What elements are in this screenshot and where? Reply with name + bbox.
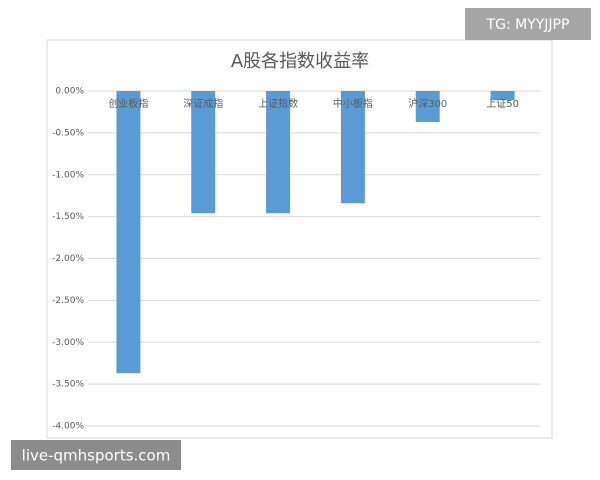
y-tick-label: -1.00%	[52, 170, 84, 180]
x-tick-label: 创业板指	[108, 97, 148, 110]
x-tick-label: 中小板指	[333, 97, 373, 110]
bar	[415, 91, 440, 122]
bar	[266, 91, 291, 214]
x-tick-label: 沪深300	[408, 97, 447, 110]
y-tick-label: -2.00%	[52, 254, 84, 264]
y-tick-label: -3.00%	[52, 338, 84, 348]
chart-title: A股各指数收益率	[231, 51, 369, 72]
y-tick-label: -1.50%	[52, 212, 84, 222]
x-tick-label: 上证指数	[258, 97, 298, 110]
watermark: TG: MYYJJPP	[486, 17, 570, 33]
y-tick-label: -4.00%	[52, 422, 84, 432]
y-tick-label: 0.00%	[55, 87, 84, 97]
watermark-box	[465, 8, 591, 40]
bar	[490, 91, 515, 101]
watermark: live-qmhsports.com	[22, 447, 171, 465]
y-tick-label: -3.50%	[52, 380, 84, 390]
y-tick-label: -2.50%	[52, 296, 84, 306]
x-tick-label: 上证50	[486, 98, 519, 110]
x-tick-label: 深证成指	[183, 97, 223, 110]
bar	[191, 91, 216, 214]
watermark-box	[11, 440, 181, 470]
bar	[340, 91, 365, 204]
y-tick-label: -0.50%	[52, 128, 84, 138]
bar	[116, 91, 141, 374]
